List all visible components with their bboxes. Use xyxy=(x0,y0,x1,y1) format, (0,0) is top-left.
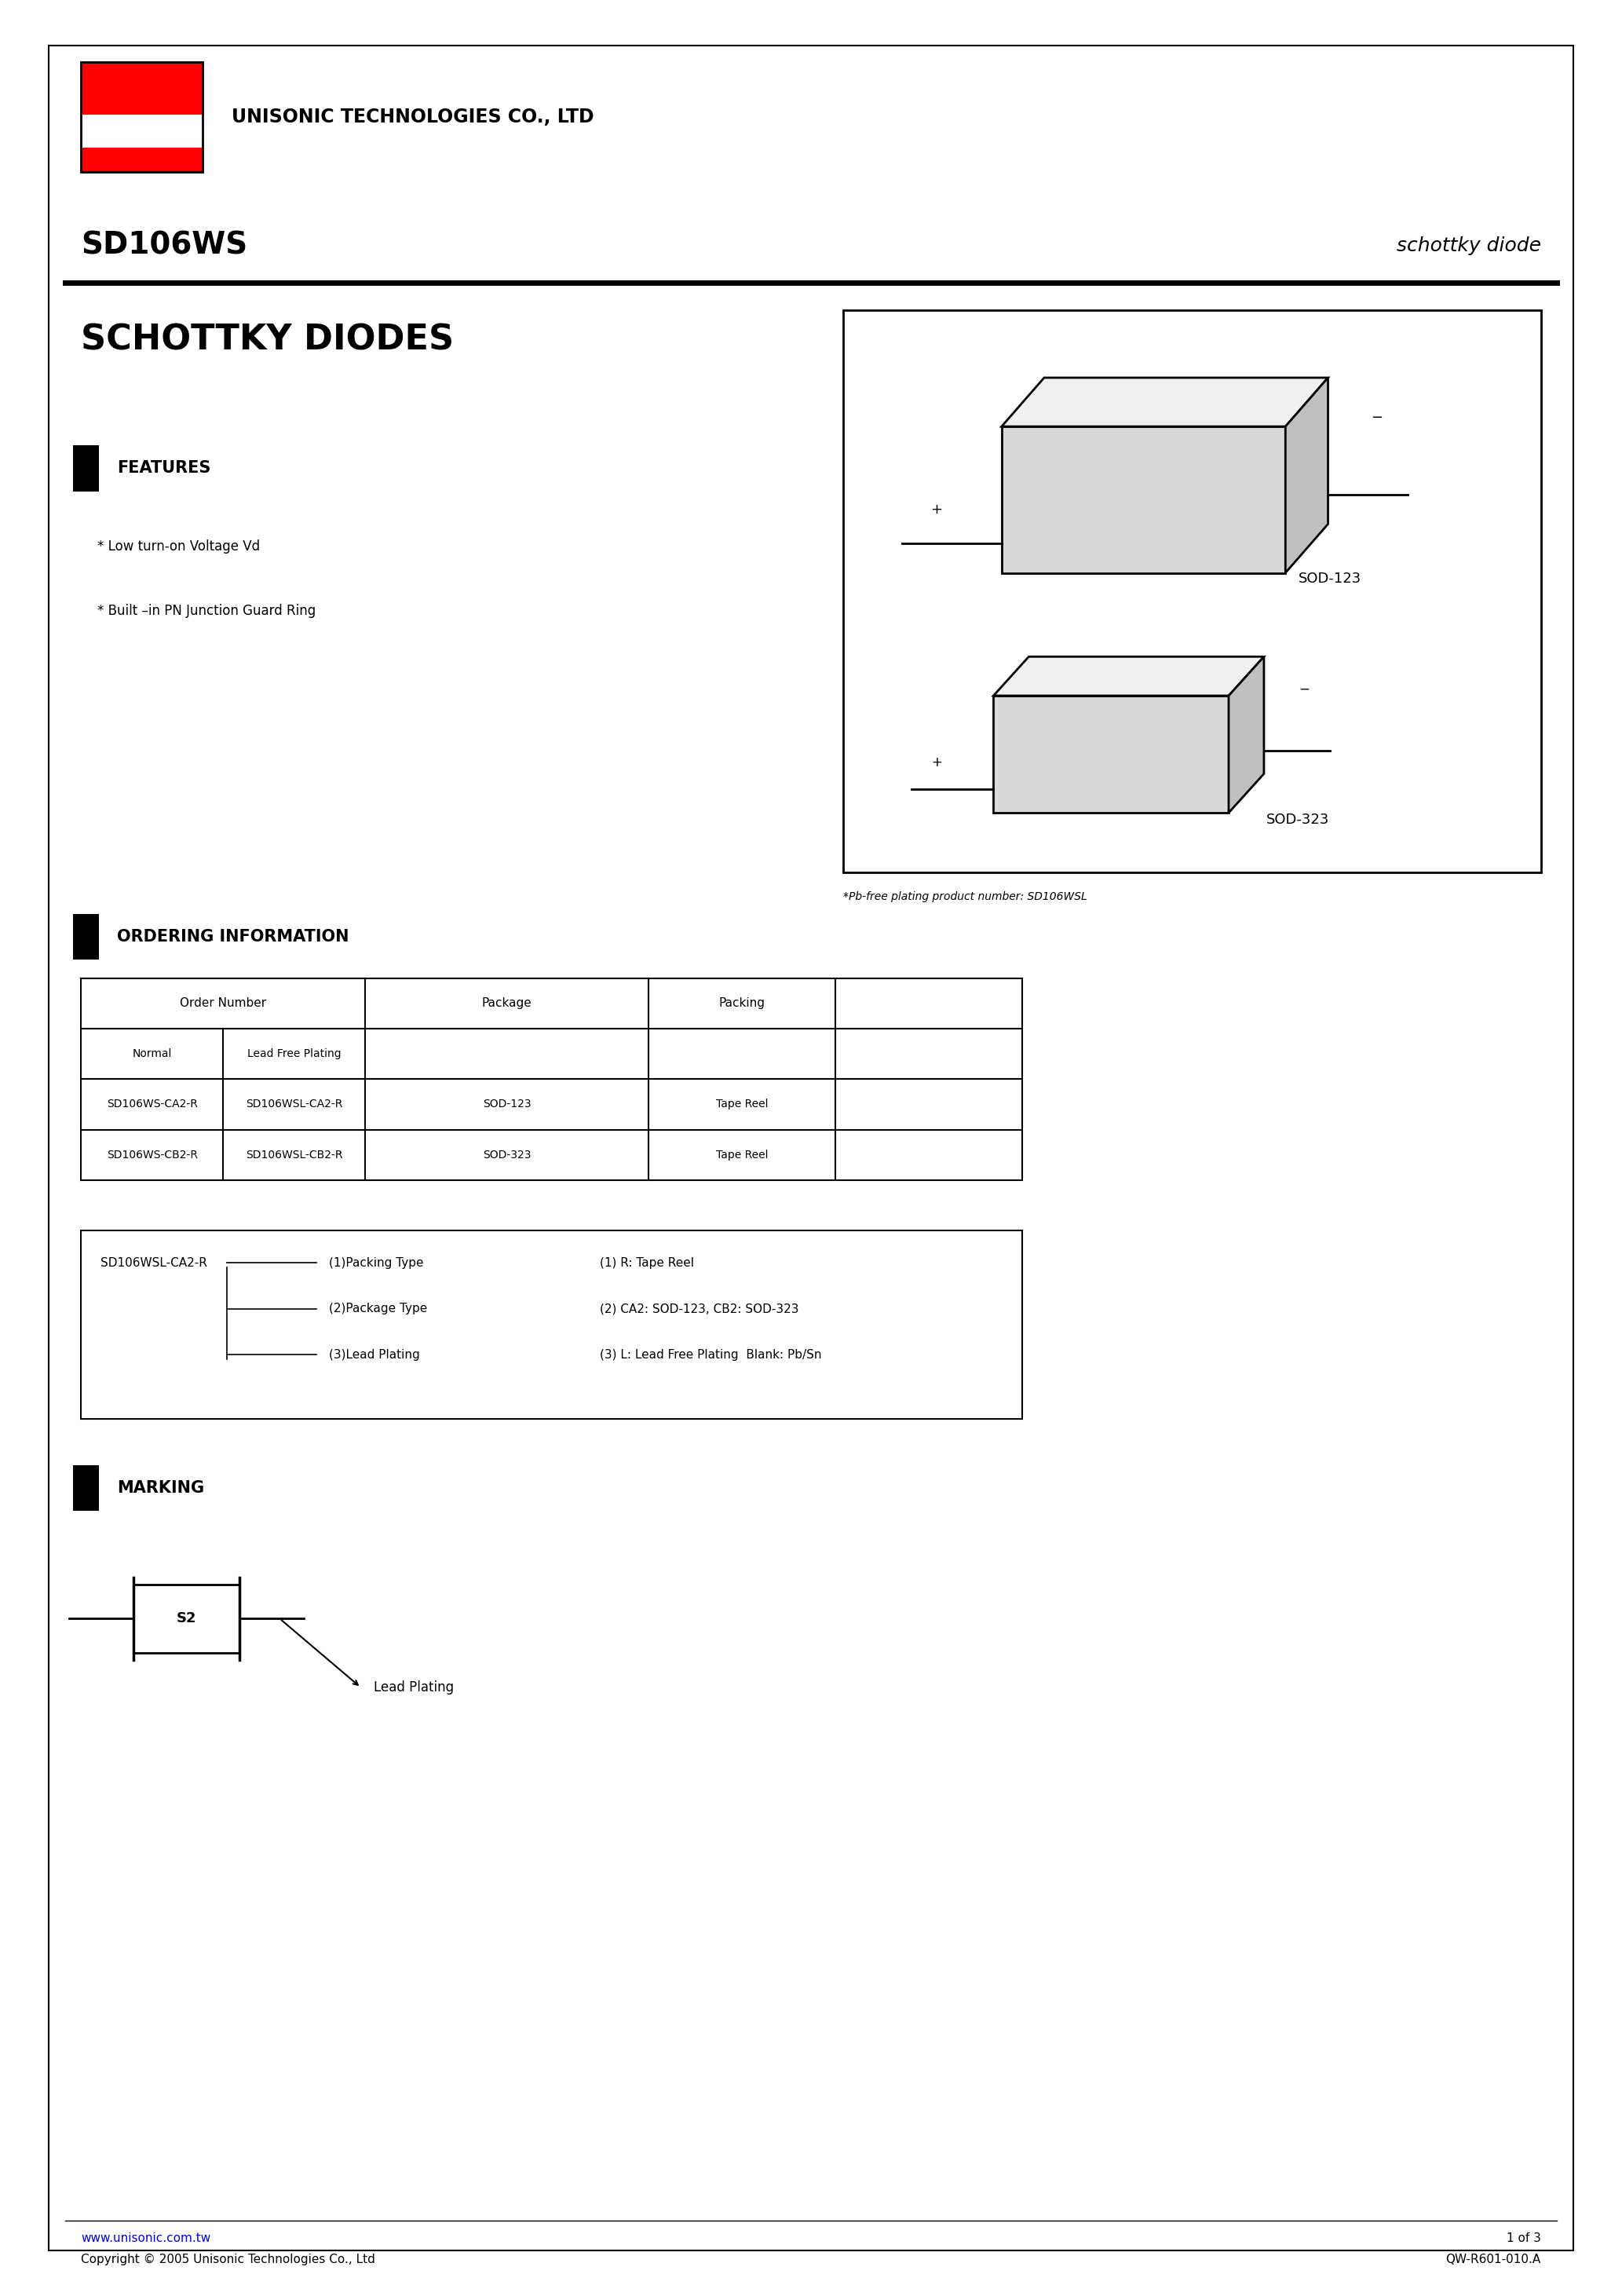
Text: FEATURES: FEATURES xyxy=(117,461,211,475)
Text: Tape Reel: Tape Reel xyxy=(715,1150,769,1159)
Bar xyxy=(81,115,203,147)
Text: (3)Lead Plating: (3)Lead Plating xyxy=(329,1348,420,1362)
Text: SD106WS-CB2-R: SD106WS-CB2-R xyxy=(107,1150,198,1159)
Text: SD106WSL-CA2-R: SD106WSL-CA2-R xyxy=(245,1100,342,1109)
Polygon shape xyxy=(1001,427,1286,574)
Text: QW-R601-010.A: QW-R601-010.A xyxy=(1445,2252,1541,2266)
Text: SD106WSL-CA2-R: SD106WSL-CA2-R xyxy=(101,1256,208,1270)
Text: (1)Packing Type: (1)Packing Type xyxy=(329,1256,423,1270)
Text: +: + xyxy=(931,503,942,517)
Text: UTC: UTC xyxy=(118,78,165,101)
Text: SOD-123: SOD-123 xyxy=(483,1100,530,1109)
Bar xyxy=(81,147,203,172)
Polygon shape xyxy=(994,657,1264,696)
Text: Order Number: Order Number xyxy=(180,996,266,1010)
Text: SD106WSL-CB2-R: SD106WSL-CB2-R xyxy=(245,1150,342,1159)
Text: Tape Reel: Tape Reel xyxy=(715,1100,769,1109)
Text: SD106WS-CA2-R: SD106WS-CA2-R xyxy=(107,1100,198,1109)
Text: (3) L: Lead Free Plating  Blank: Pb/Sn: (3) L: Lead Free Plating Blank: Pb/Sn xyxy=(600,1348,822,1362)
Text: −: − xyxy=(1299,682,1311,696)
Text: Packing: Packing xyxy=(719,996,766,1010)
Text: MARKING: MARKING xyxy=(117,1481,204,1495)
Bar xyxy=(135,1584,240,1653)
Text: Normal: Normal xyxy=(133,1049,172,1058)
Text: Lead Free Plating: Lead Free Plating xyxy=(247,1049,341,1058)
Text: ORDERING INFORMATION: ORDERING INFORMATION xyxy=(117,930,349,944)
Text: 1 of 3: 1 of 3 xyxy=(1507,2232,1541,2245)
Polygon shape xyxy=(1286,377,1328,574)
Bar xyxy=(81,62,203,172)
Text: www.unisonic.com.tw: www.unisonic.com.tw xyxy=(81,2232,211,2245)
Bar xyxy=(843,310,1541,872)
Text: Lead Plating: Lead Plating xyxy=(375,1681,454,1694)
Polygon shape xyxy=(994,696,1229,813)
Text: Package: Package xyxy=(482,996,532,1010)
Bar xyxy=(73,1465,99,1511)
Polygon shape xyxy=(1001,377,1328,427)
Text: −: − xyxy=(1371,411,1382,425)
Text: *Pb-free plating product number: SD106WSL: *Pb-free plating product number: SD106WS… xyxy=(843,891,1087,902)
Bar xyxy=(81,1231,1022,1419)
Text: (2)Package Type: (2)Package Type xyxy=(329,1302,428,1316)
Text: SCHOTTKY DIODES: SCHOTTKY DIODES xyxy=(81,324,454,356)
Text: (1) R: Tape Reel: (1) R: Tape Reel xyxy=(600,1256,694,1270)
Text: * Built –in PN Junction Guard Ring: * Built –in PN Junction Guard Ring xyxy=(97,604,316,618)
Text: SOD-323: SOD-323 xyxy=(1267,813,1328,827)
Bar xyxy=(73,914,99,960)
Bar xyxy=(81,62,203,115)
Polygon shape xyxy=(1229,657,1264,813)
Text: (2) CA2: SOD-123, CB2: SOD-323: (2) CA2: SOD-123, CB2: SOD-323 xyxy=(600,1302,800,1316)
Text: schottky diode: schottky diode xyxy=(1397,236,1541,255)
Text: UNISONIC TECHNOLOGIES CO., LTD: UNISONIC TECHNOLOGIES CO., LTD xyxy=(232,108,594,126)
Bar xyxy=(73,445,99,491)
Text: SOD-323: SOD-323 xyxy=(483,1150,530,1159)
Text: +: + xyxy=(931,755,942,769)
Text: SOD-123: SOD-123 xyxy=(1299,572,1361,585)
Text: Copyright © 2005 Unisonic Technologies Co., Ltd: Copyright © 2005 Unisonic Technologies C… xyxy=(81,2252,375,2266)
Text: * Low turn-on Voltage Vd: * Low turn-on Voltage Vd xyxy=(97,540,260,553)
Text: SD106WS: SD106WS xyxy=(81,232,248,259)
Text: S2: S2 xyxy=(177,1612,196,1626)
